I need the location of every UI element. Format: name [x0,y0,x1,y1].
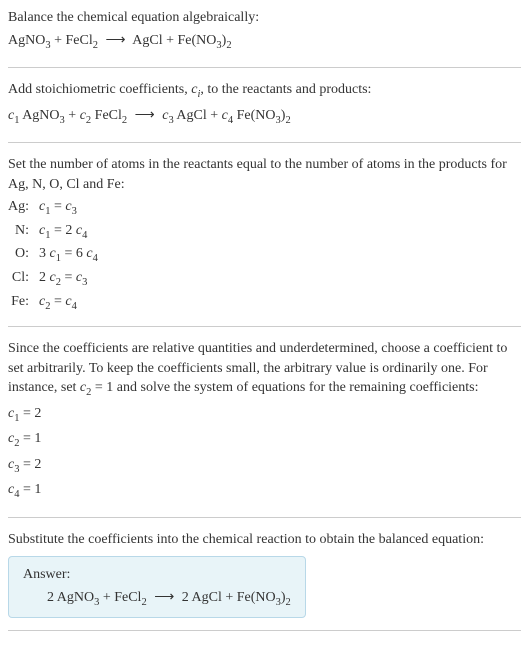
stoich-equation: c1 AgNO3 + c2 FeCl2 ⟶ c3 AgCl + c4 Fe(NO… [8,105,521,129]
coeff-line: c1 = 2 [8,403,521,427]
section-answer: Substitute the coefficients into the che… [8,530,521,631]
coeff-list: c1 = 2 c2 = 1 c3 = 2 c4 = 1 [8,403,521,503]
section-stoich: Add stoichiometric coefficients, ci, to … [8,80,521,143]
atom-label: Cl: [8,267,39,291]
answer-equation: 2 AgNO3 + FeCl2 ⟶ 2 AgCl + Fe(NO3)2 [23,589,291,608]
atom-value: c1 = c3 [39,196,98,220]
atom-label: N: [8,220,39,244]
atoms-table: Ag: c1 = c3 N: c1 = 2 c4 O: 3 c1 = 6 c4 … [8,196,98,314]
table-row: N: c1 = 2 c4 [8,220,98,244]
intro-title: Balance the chemical equation algebraica… [8,8,521,28]
atom-label: O: [8,243,39,267]
table-row: Ag: c1 = c3 [8,196,98,220]
atoms-title: Set the number of atoms in the reactants… [8,155,521,194]
coeff-line: c4 = 1 [8,479,521,503]
intro-equation: AgNO3 + FeCl2 ⟶ AgCl + Fe(NO3)2 [8,30,521,54]
stoich-title: Add stoichiometric coefficients, ci, to … [8,80,521,102]
answer-box: Answer: 2 AgNO3 + FeCl2 ⟶ 2 AgCl + Fe(NO… [8,556,306,619]
coeff-line: c2 = 1 [8,428,521,452]
coeff-line: c3 = 2 [8,454,521,478]
atom-value: c1 = 2 c4 [39,220,98,244]
section-intro: Balance the chemical equation algebraica… [8,8,521,68]
atom-label: Ag: [8,196,39,220]
atom-value: c2 = c4 [39,291,98,315]
atom-value: 3 c1 = 6 c4 [39,243,98,267]
table-row: O: 3 c1 = 6 c4 [8,243,98,267]
answer-label: Answer: [23,567,291,583]
table-row: Cl: 2 c2 = c3 [8,267,98,291]
atom-label: Fe: [8,291,39,315]
section-atoms: Set the number of atoms in the reactants… [8,155,521,327]
section-solve: Since the coefficients are relative quan… [8,339,521,518]
answer-title: Substitute the coefficients into the che… [8,530,521,550]
solve-title: Since the coefficients are relative quan… [8,339,521,401]
atom-value: 2 c2 = c3 [39,267,98,291]
table-row: Fe: c2 = c4 [8,291,98,315]
